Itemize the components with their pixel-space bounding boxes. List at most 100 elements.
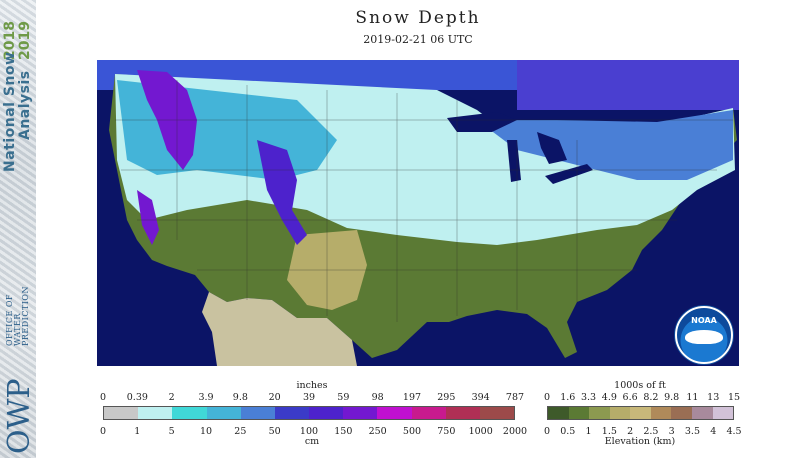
- banner-texture: [0, 0, 36, 458]
- elev-legend-top-ticks: 0 1.6 3.3 4.9 6.6 8.2 9.8 11 13 15: [538, 392, 742, 404]
- elev_legend-bottom_ticks-tick: 1.5: [601, 426, 617, 437]
- snow_legend-top_ticks-tick: 98: [371, 392, 384, 403]
- snow-medium-northeast: [477, 110, 733, 180]
- snow_legend-bottom_ticks-tick: 0: [99, 426, 107, 437]
- owp-logo: OWP: [2, 378, 36, 454]
- elev_legend-top_ticks-tick: 0: [543, 392, 551, 403]
- snow_legend-swatch-9: [411, 407, 446, 419]
- noaa-logo-wave: [685, 330, 723, 344]
- snow_legend-bottom_ticks-tick: 25: [234, 426, 247, 437]
- elev-legend-bottom-ticks: 0 0.5 1 1.5 2 2.5 3 3.5 4 4.5: [538, 426, 742, 438]
- snow_legend-swatch-1: [138, 407, 173, 419]
- elev_legend-swatch-2: [589, 407, 610, 419]
- banner-title-line1: National Snow: [2, 51, 18, 172]
- elev-legend-bottom-unit: Elevation (km): [604, 436, 676, 447]
- elev_legend-swatch-3: [609, 407, 631, 419]
- snow_legend-top_ticks-tick: 0.39: [126, 392, 148, 403]
- mexico-region: [202, 292, 357, 366]
- elev_legend-bottom_ticks-tick: 3.5: [684, 426, 700, 437]
- snow_legend-bottom_ticks-tick: 100: [299, 426, 319, 437]
- elev_legend-bottom_ticks-tick: 4: [710, 426, 717, 437]
- elev_legend-bottom_ticks-tick: 0.5: [560, 426, 576, 437]
- lake-erie: [545, 164, 593, 184]
- snow_legend-bottom_ticks-tick: 250: [368, 426, 387, 437]
- state-borders: [115, 80, 733, 322]
- snow_legend-swatch-0: [104, 407, 139, 419]
- snow_legend-top_ticks-tick: 59: [337, 392, 350, 403]
- snow_legend-bottom_ticks-tick: 50: [268, 426, 281, 437]
- snow-legend-colorbar: [103, 406, 515, 420]
- elev_legend-top_ticks-tick: 3.3: [580, 392, 597, 403]
- snow_legend-bottom_ticks-tick: 5: [168, 426, 175, 437]
- snow-depth-legend: inches 0 0.39 2 3.9 9.8 20 39 59 98 197 295 394 787 …: [97, 380, 527, 450]
- elev_legend-swatch-1: [568, 407, 590, 419]
- snow_legend-top_ticks-tick: 9.8: [232, 392, 248, 403]
- snow_legend-bottom_ticks-tick: 150: [334, 426, 353, 437]
- elev_legend-swatch-5: [650, 407, 672, 419]
- snow_legend-top_ticks-tick: 295: [437, 392, 456, 403]
- snow_legend-swatch-5: [274, 407, 310, 419]
- elev-legend-colorbar: [547, 406, 734, 420]
- snow_legend-top_ticks-tick: 787: [505, 392, 525, 403]
- owp-org-name: OFFICE OF WATER PREDICTION: [5, 286, 30, 346]
- elev-legend-top-unit: 1000s of ft: [614, 380, 666, 391]
- snow-deep-rockies: [257, 140, 307, 245]
- lake-michigan: [507, 140, 521, 182]
- elev_legend-top_ticks-tick: 4.9: [601, 392, 617, 403]
- snow_legend-swatch-10: [445, 407, 480, 419]
- owp-side-banner: 2018 2019 National Snow Analysis OFFICE …: [0, 0, 36, 458]
- snow_legend-swatch-11: [479, 407, 515, 419]
- elev_legend-bottom_ticks-tick: 2.5: [643, 426, 659, 437]
- elev_legend-bottom_ticks-tick: 1: [585, 426, 592, 437]
- banner-year-2: 2019: [17, 21, 33, 60]
- owp-org-line3: PREDICTION: [21, 286, 30, 346]
- snow_legend-swatch-4: [240, 407, 275, 419]
- elev_legend-top_ticks-tick: 15: [727, 392, 741, 403]
- lake-huron: [537, 132, 567, 164]
- lake-superior: [447, 112, 517, 132]
- snow_legend-top_ticks-tick: 394: [471, 392, 490, 403]
- elev_legend-top_ticks-tick: 6.6: [622, 392, 638, 403]
- snow_legend-top_ticks-tick: 39: [302, 392, 316, 403]
- eastern-canada-region: [517, 60, 739, 110]
- noaa-logo-label: NOAA: [691, 316, 717, 325]
- elev_legend-swatch-8: [712, 407, 734, 419]
- snow-legend-bottom-ticks: 0 1 5 10 25 50 100 150 250 500 750 1000 2000: [97, 426, 527, 438]
- elev_legend-top_ticks-tick: 9.8: [664, 392, 680, 403]
- snow-deep-sierra: [137, 190, 159, 245]
- snow_legend-swatch-7: [343, 407, 378, 419]
- snow-depth-map: [97, 60, 739, 366]
- snow_legend-bottom_ticks-tick: 1: [134, 426, 141, 437]
- elev_legend-top_ticks-tick: 13: [707, 392, 720, 403]
- elev_legend-swatch-6: [671, 407, 692, 419]
- snow_legend-top_ticks-tick: 2: [168, 392, 175, 403]
- elev_legend-top_ticks-tick: 8.2: [643, 392, 659, 403]
- snow_legend-top_ticks-tick: 20: [268, 392, 281, 403]
- elev_legend-bottom_ticks-tick: 4.5: [726, 426, 742, 437]
- snow_legend-swatch-8: [377, 407, 412, 419]
- snow_legend-bottom_ticks-tick: 2000: [502, 426, 528, 437]
- banner-title-line2: Analysis: [17, 70, 33, 140]
- snow_legend-swatch-3: [206, 407, 241, 419]
- snow_legend-bottom_ticks-tick: 500: [402, 426, 422, 437]
- elev_legend-swatch-0: [548, 407, 569, 419]
- elev_legend-bottom_ticks-tick: 0: [543, 426, 551, 437]
- noaa-logo: NOAA: [675, 306, 733, 364]
- elev_legend-bottom_ticks-tick: 3: [668, 426, 675, 437]
- snow_legend-bottom_ticks-tick: 10: [199, 426, 213, 437]
- snow_legend-top_ticks-tick: 3.9: [198, 392, 214, 403]
- snow_legend-top_ticks-tick: 0: [99, 392, 107, 403]
- snow_legend-bottom_ticks-tick: 750: [437, 426, 456, 437]
- snow_legend-top_ticks-tick: 197: [402, 392, 422, 403]
- elev_legend-swatch-7: [691, 407, 713, 419]
- snow-legend-top-unit: inches: [296, 380, 328, 391]
- elev_legend-swatch-4: [630, 407, 651, 419]
- snow-legend-bottom-unit: cm: [304, 436, 320, 447]
- map-timestamp: 2019-02-21 06 UTC: [363, 33, 473, 46]
- snow_legend-swatch-2: [172, 407, 207, 419]
- snow_legend-swatch-6: [309, 407, 344, 419]
- map-title: Snow Depth: [355, 8, 481, 28]
- snow_legend-bottom_ticks-tick: 1000: [468, 426, 493, 437]
- elev_legend-top_ticks-tick: 1.6: [560, 392, 576, 403]
